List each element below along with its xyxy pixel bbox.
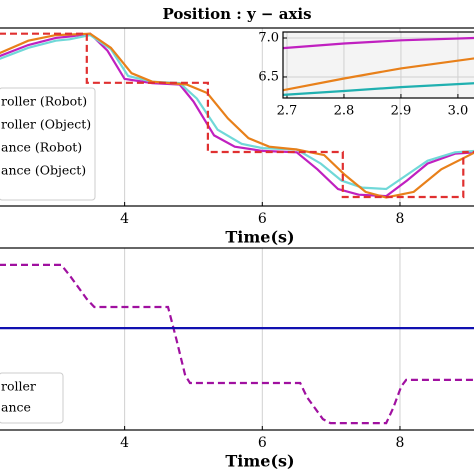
x-tick-label: 6 [258, 211, 267, 227]
x-axis-label: Time(s) [225, 452, 294, 471]
legend-label: ance [1, 400, 31, 415]
x-tick-label: 3.0 [448, 104, 469, 119]
axes-frame [0, 27, 474, 207]
y-tick-label: 6.5 [258, 69, 279, 84]
series-line [0, 32, 474, 199]
x-tick-label: 8 [396, 211, 405, 227]
x-tick-label: 2.9 [391, 104, 412, 119]
plot-background [0, 248, 474, 430]
chart-title: Position : y − axis [162, 5, 311, 23]
legend-label: ance (Robot) [1, 140, 82, 155]
axes-frame [0, 247, 474, 431]
legend-label: roller (Robot) [1, 94, 87, 109]
series-line [0, 33, 474, 191]
legend-label: roller [1, 379, 36, 394]
inset-background [283, 32, 474, 98]
axes-frame [282, 31, 474, 99]
legend-label: ance (Object) [1, 163, 86, 178]
legend-box [0, 372, 64, 424]
series-line [283, 82, 474, 96]
legend-label: roller (Object) [1, 117, 91, 132]
legend-box [0, 87, 96, 201]
series-line [283, 36, 474, 50]
x-tick-label: 2.7 [277, 104, 298, 119]
x-tick-label: 4 [120, 211, 129, 227]
y-tick-label: 7.0 [258, 31, 279, 46]
x-tick-label: 2.8 [334, 104, 355, 119]
x-tick-label: 6 [258, 435, 267, 451]
x-tick-label: 4 [120, 435, 129, 451]
x-axis-label: Time(s) [225, 228, 294, 247]
series-line [283, 57, 474, 92]
series-line [0, 32, 474, 199]
series-line [0, 263, 474, 425]
x-tick-label: 8 [396, 435, 405, 451]
